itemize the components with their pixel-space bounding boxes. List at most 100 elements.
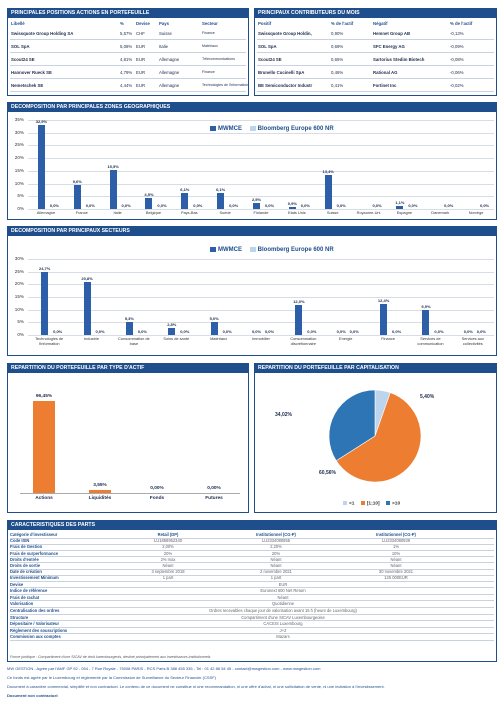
char-value: 30 novembre 2021 [378, 569, 414, 575]
gridline [28, 335, 494, 336]
row-divider [10, 65, 246, 66]
data-label-mwmce: 6,1% [180, 187, 190, 193]
contributor-cell: -0,02% [450, 83, 464, 88]
bar-mwmce [380, 303, 388, 335]
data-label-mwmce: 20,8% [81, 276, 93, 282]
row-divider [10, 639, 494, 641]
footer-disclaimer: Document à caractère commercial, simplif… [7, 684, 385, 689]
characteristics-title: CARACTERISTIQUES DES PARTS [8, 521, 496, 530]
category-label: France [75, 210, 88, 215]
row-divider [10, 593, 494, 595]
category-label: Norvège [468, 210, 484, 215]
char-value: Euronext 600 Net Return [260, 588, 306, 594]
asset-bar [33, 401, 55, 493]
contributor-cell: 0,41% [331, 83, 344, 88]
char-value: LU2334080939 [381, 538, 411, 544]
data-label-mwmce: 13,4% [322, 168, 334, 174]
char-value: Ordres recevables chaque jour de valoris… [209, 608, 357, 613]
cap-pie-chart: 5,40% 60,56% 34,02% [275, 389, 435, 483]
gridline [28, 158, 494, 160]
data-label-benchmark: 0,0% [372, 203, 382, 208]
category-label: Belgique [145, 210, 162, 215]
contrib-header-positive: Positif [258, 21, 272, 26]
data-label-mwmce: 12,4% [377, 297, 390, 303]
category-label: Services aux collectivités [461, 336, 484, 346]
gridline [28, 309, 494, 311]
category-label: Matériaux [210, 336, 228, 341]
position-cell: EUR [136, 70, 146, 75]
position-cell: Suisse [159, 31, 172, 36]
data-label-mwmce: 9,6% [72, 178, 82, 184]
char-label: Investissement Minimum [10, 575, 59, 581]
row-divider [10, 52, 246, 53]
contributor-cell: Rational AG [373, 70, 398, 75]
category-label: Soins de santé [163, 336, 190, 341]
contributor-cell: Swissquote Group Holdin, [258, 31, 312, 36]
char-value: EUR [278, 581, 288, 587]
data-label-benchmark: 0,0% [137, 329, 147, 334]
gridline [28, 259, 494, 260]
asset-category-label: Futures [205, 496, 223, 501]
gridline [28, 196, 494, 198]
char-label: Indice de référence [10, 588, 48, 594]
contributor-cell: -0,09% [450, 44, 464, 49]
row-divider [10, 556, 494, 558]
data-label-benchmark: 0,0% [222, 329, 232, 334]
position-cell: 5,57% [120, 31, 133, 36]
asset-value-label: 0,00% [207, 486, 221, 491]
row-divider [10, 537, 494, 539]
row-divider [10, 549, 494, 551]
category-label: Danemark [431, 210, 450, 215]
cap-legend-large: >10 [391, 501, 401, 507]
data-label-mwmce: 2,5% [251, 196, 262, 202]
legend-swatch-mwmce [210, 126, 216, 131]
asset-value-label: 0,00% [150, 486, 164, 491]
category-label: Finance [381, 336, 395, 341]
asset-category-label: Liquidités [88, 496, 112, 501]
char-value: Institutionnel (CG-P) [376, 532, 416, 537]
y-tick-label: 5% [17, 319, 24, 325]
cap-legend-small: <1 [349, 501, 355, 507]
category-label: Espagne [396, 210, 413, 215]
contributor-cell: Scout24 SE [258, 57, 282, 62]
y-tick-label: 10% [14, 180, 24, 186]
char-value: Mazars [276, 634, 290, 640]
contributor-cell: 0,69% [331, 44, 344, 49]
gridline [28, 209, 494, 210]
positions-header-country: Pays [159, 21, 170, 26]
legend-swatch-mwmce [210, 247, 216, 252]
gridline [28, 322, 494, 324]
char-label: Catégorie d'investisseur [10, 532, 58, 537]
bar-mwmce [73, 184, 81, 209]
sector-chart-panel: DECOMPOSITION PAR PRINCIPAUX SECTEURS MW… [7, 226, 497, 356]
asset-type-title: REPARTITION DU PORTEFEUILLE PAR TYPE D'A… [8, 364, 248, 373]
bar-mwmce [83, 282, 91, 335]
data-label-mwmce: 0,0% [336, 329, 346, 334]
pie-slice-large [328, 389, 376, 462]
char-label: Devise [10, 581, 24, 587]
y-tick-label: 0% [17, 332, 24, 337]
row-divider [10, 39, 246, 40]
char-value: 20% [271, 550, 281, 556]
data-label-benchmark: 0,0% [264, 203, 275, 208]
contributor-cell: -0,13% [450, 31, 464, 36]
position-cell: SOL SpA [11, 44, 30, 49]
row-divider [10, 574, 494, 576]
position-cell: Allemagne [159, 70, 180, 75]
contributor-cell: -0,06% [450, 70, 464, 75]
sector-chart-title: DECOMPOSITION PAR PRINCIPAUX SECTEURS [8, 227, 496, 236]
position-cell: Matériaux [202, 44, 218, 48]
char-value: 10% [391, 550, 401, 556]
row-divider [10, 543, 494, 545]
category-label: Etats Unis [287, 210, 306, 215]
char-value: 2 novembre 2021 [260, 569, 292, 575]
position-cell: Hannover Rueck SE [11, 70, 52, 75]
position-cell: Allemagne [159, 83, 180, 88]
row-divider [10, 562, 494, 564]
category-label: Immobilier [252, 336, 270, 341]
char-label: Droits de sortie [10, 563, 41, 568]
position-cell: Nemetschek SE [11, 83, 44, 88]
data-label-benchmark: 0,0% [264, 329, 275, 334]
legend-swatch-small [343, 501, 347, 505]
contributor-cell: 0,65% [331, 57, 344, 62]
